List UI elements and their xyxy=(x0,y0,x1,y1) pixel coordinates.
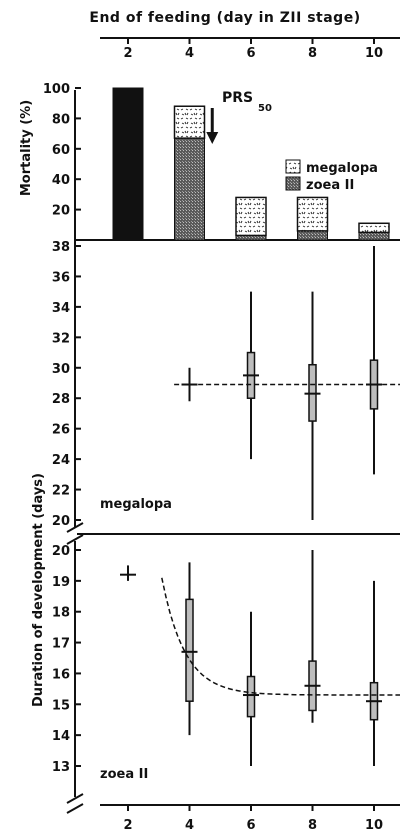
bar-megalopa xyxy=(235,196,267,237)
panel-label-zoea: zoea II xyxy=(100,767,148,782)
bar-megalopa xyxy=(296,196,329,232)
megalopa-y-tick-label: 36 xyxy=(52,270,70,285)
bar-megalopa xyxy=(173,105,206,139)
legend-swatch-zoea xyxy=(285,176,301,191)
megalopa-y-tick-label: 30 xyxy=(52,362,70,377)
megalopa-y-tick-label: 22 xyxy=(52,484,70,499)
top-x-tick-label: 8 xyxy=(308,46,317,61)
axis-break xyxy=(66,793,84,814)
plot-area: 2244668810102040608010020222426283032343… xyxy=(43,37,400,833)
top-x-tick-label: 10 xyxy=(365,46,383,61)
mortality-y-tick-label: 100 xyxy=(43,82,70,97)
top-x-tick-label: 6 xyxy=(246,46,255,61)
mortality-y-tick-label: 20 xyxy=(52,204,70,219)
mortality-ylabel: Mortality (%) xyxy=(19,100,34,196)
megalopa-y-tick-label: 20 xyxy=(52,514,70,529)
mortality-y-tick-label: 60 xyxy=(52,143,70,158)
zoea-y-tick-label: 14 xyxy=(52,729,70,744)
bar-zoea xyxy=(112,87,144,241)
zoea-box xyxy=(246,675,256,718)
bottom-x-tick-label: 10 xyxy=(365,818,383,833)
prs-arrow xyxy=(206,108,219,144)
axis-break xyxy=(66,522,84,545)
megalopa-y-tick-label: 24 xyxy=(52,453,70,468)
bar-zoea xyxy=(174,137,205,241)
zoea-y-tick-label: 17 xyxy=(52,637,70,652)
prs-annotation: PRS 50 xyxy=(206,90,272,144)
bottom-x-tick-label: 2 xyxy=(123,818,132,833)
prs-label: PRS xyxy=(222,90,253,106)
arrow-head xyxy=(206,132,219,144)
legend-swatch-megalopa xyxy=(285,159,301,174)
bottom-x-tick-label: 6 xyxy=(246,818,255,833)
top-x-tick-label: 4 xyxy=(185,46,194,61)
zoea-y-tick-label: 18 xyxy=(52,606,70,621)
zoea-y-tick-label: 13 xyxy=(52,760,70,775)
bar-zoea xyxy=(358,231,390,241)
mortality-y-tick-label: 40 xyxy=(52,173,70,188)
zoea-y-tick-label: 16 xyxy=(52,667,70,682)
chart-title: End of feeding (day in ZII stage) xyxy=(89,10,360,26)
bottom-x-tick-label: 4 xyxy=(185,818,194,833)
bottom-x-tick-label: 8 xyxy=(308,818,317,833)
megalopa-y-tick-label: 34 xyxy=(52,301,70,316)
megalopa-y-tick-label: 38 xyxy=(52,240,70,255)
megalopa-y-tick-label: 28 xyxy=(52,392,70,407)
duration-ylabel: Duration of development (days) xyxy=(31,473,46,707)
mortality-y-tick-label: 80 xyxy=(52,112,70,127)
zoea-y-tick-label: 19 xyxy=(52,575,70,590)
zoea-y-tick-label: 15 xyxy=(52,698,70,713)
bar-zoea xyxy=(297,230,328,241)
zoea-box xyxy=(185,598,194,702)
legend-label-megalopa: megalopa xyxy=(306,161,378,176)
panel-label-megalopa: megalopa xyxy=(100,497,172,512)
prs-subscript: 50 xyxy=(258,103,272,114)
zoea-trend-curve xyxy=(161,577,400,696)
bar-megalopa xyxy=(358,222,390,234)
legend: megalopa zoea II xyxy=(285,159,378,193)
zoea-y-tick-label: 20 xyxy=(52,544,70,559)
megalopa-y-tick-label: 26 xyxy=(52,423,70,438)
top-x-tick-label: 2 xyxy=(123,46,132,61)
legend-label-zoea: zoea II xyxy=(306,178,354,193)
megalopa-y-tick-label: 32 xyxy=(52,331,70,346)
